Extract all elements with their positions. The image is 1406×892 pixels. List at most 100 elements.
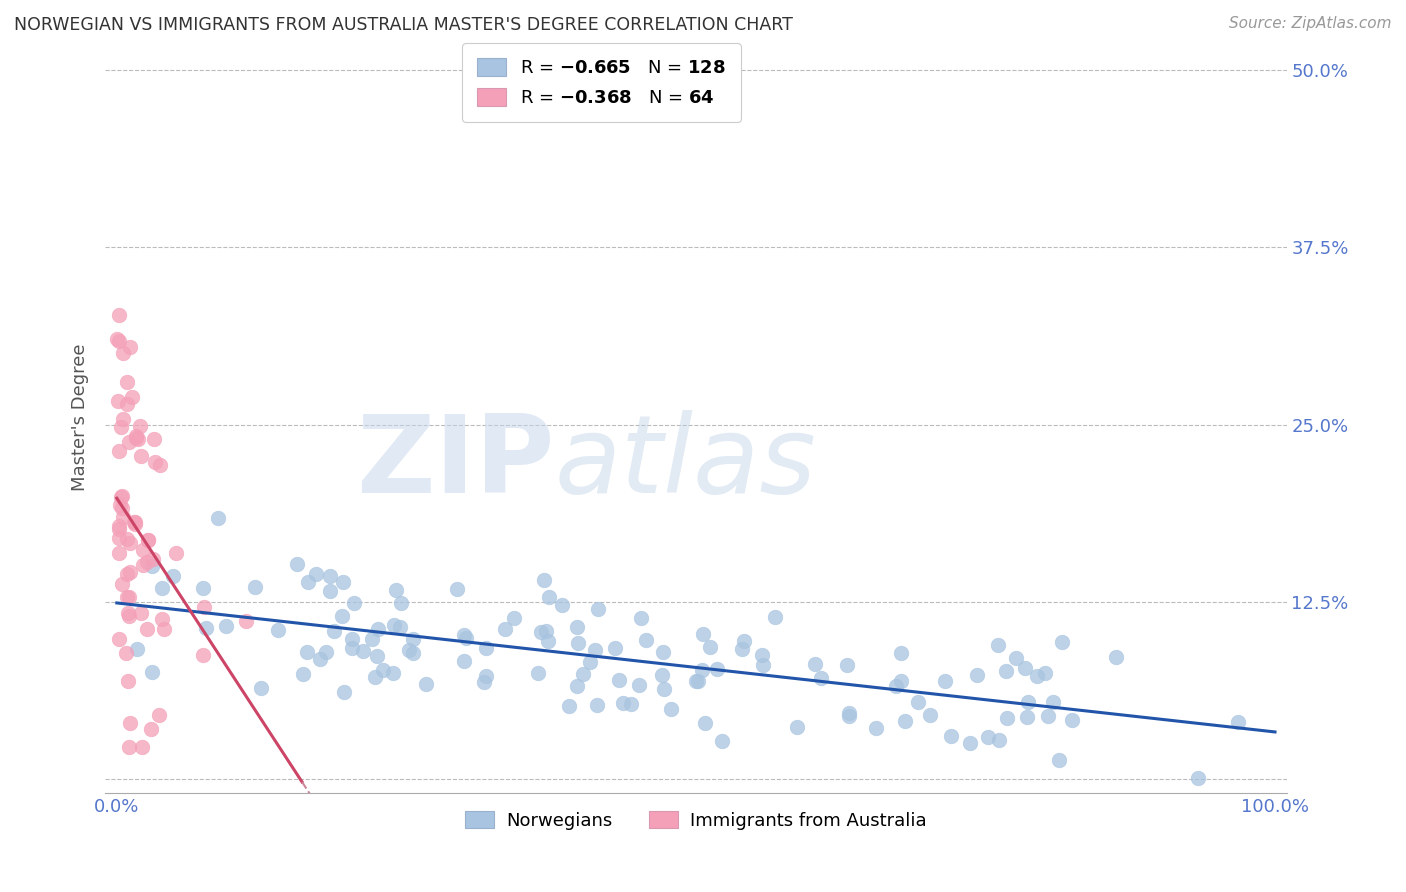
Point [105, 332, 128, 346]
Point [142, 433, 165, 447]
Point [690, 663, 713, 677]
Point [111, 345, 134, 359]
Point [191, 648, 214, 662]
Point [297, 574, 319, 589]
Point [402, 646, 425, 660]
Point [565, 620, 588, 634]
Point [995, 711, 1018, 725]
Point [267, 624, 290, 638]
Text: Source: ZipAtlas.com: Source: ZipAtlas.com [1229, 16, 1392, 31]
Point [475, 668, 498, 682]
Point [692, 627, 714, 641]
Point [634, 632, 657, 647]
Point [363, 670, 385, 684]
Point [150, 582, 173, 596]
Point [446, 582, 468, 596]
Point [111, 577, 134, 591]
Point [323, 624, 346, 639]
Point [659, 702, 682, 716]
Point [125, 431, 148, 445]
Point [108, 632, 131, 647]
Point [366, 649, 388, 664]
Point [143, 455, 166, 469]
Point [135, 555, 157, 569]
Point [706, 661, 728, 675]
Point [162, 569, 184, 583]
Point [118, 434, 141, 449]
Point [1187, 771, 1209, 785]
Point [108, 522, 131, 536]
Text: NORWEGIAN VS IMMIGRANTS FROM AUSTRALIA MASTER'S DEGREE CORRELATION CHART: NORWEGIAN VS IMMIGRANTS FROM AUSTRALIA M… [14, 16, 793, 34]
Point [907, 695, 929, 709]
Point [136, 533, 159, 548]
Point [352, 644, 374, 658]
Point [1017, 695, 1039, 709]
Point [115, 590, 138, 604]
Point [652, 645, 675, 659]
Point [128, 419, 150, 434]
Point [131, 542, 153, 557]
Point [920, 708, 942, 723]
Point [142, 551, 165, 566]
Point [453, 653, 475, 667]
Point [730, 642, 752, 657]
Y-axis label: Master's Degree: Master's Degree [72, 343, 89, 491]
Point [118, 565, 141, 579]
Point [215, 618, 238, 632]
Point [620, 698, 643, 712]
Point [308, 652, 330, 666]
Point [884, 680, 907, 694]
Point [333, 685, 356, 699]
Point [382, 618, 405, 632]
Point [120, 716, 142, 731]
Point [139, 723, 162, 737]
Point [391, 595, 413, 609]
Point [959, 736, 981, 750]
Point [733, 633, 755, 648]
Text: ZIP: ZIP [356, 409, 554, 516]
Text: atlas: atlas [554, 410, 815, 516]
Point [315, 645, 337, 659]
Point [865, 721, 887, 735]
Point [1042, 695, 1064, 709]
Point [838, 709, 860, 723]
Point [165, 546, 187, 560]
Point [612, 697, 634, 711]
Point [804, 657, 827, 672]
Point [763, 609, 786, 624]
Point [530, 625, 553, 640]
Point [1025, 669, 1047, 683]
Point [565, 679, 588, 693]
Point [1050, 635, 1073, 649]
Point [149, 458, 172, 472]
Point [688, 673, 710, 688]
Point [977, 730, 1000, 744]
Point [711, 734, 734, 748]
Point [1105, 649, 1128, 664]
Point [304, 566, 326, 581]
Point [319, 584, 342, 599]
Point [987, 732, 1010, 747]
Point [107, 334, 129, 349]
Point [939, 729, 962, 743]
Point [129, 606, 152, 620]
Point [153, 622, 176, 636]
Point [401, 632, 423, 647]
Point [118, 340, 141, 354]
Point [148, 707, 170, 722]
Point [1038, 709, 1060, 723]
Point [330, 608, 353, 623]
Point [131, 739, 153, 754]
Point [1049, 753, 1071, 767]
Point [752, 658, 775, 673]
Point [384, 582, 406, 597]
Point [287, 557, 309, 571]
Point [695, 716, 717, 731]
Point [1033, 665, 1056, 680]
Point [527, 666, 550, 681]
Point [117, 607, 139, 621]
Point [250, 681, 273, 695]
Point [415, 677, 437, 691]
Point [367, 622, 389, 636]
Point [585, 698, 607, 712]
